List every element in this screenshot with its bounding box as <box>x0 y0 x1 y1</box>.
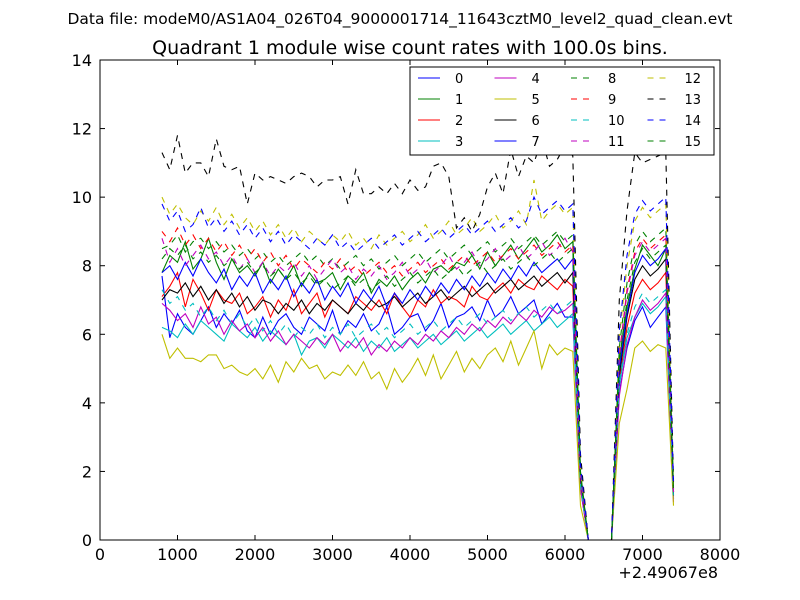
series-7-line <box>161 247 675 541</box>
legend-box <box>409 66 715 156</box>
x-tick-label: 0 <box>95 545 105 564</box>
legend-label-14: 14 <box>685 114 702 129</box>
chart-title: Quadrant 1 module wise count rates with … <box>152 37 668 59</box>
x-tick-label: 8000 <box>700 545 741 564</box>
legend-label-8: 8 <box>608 72 616 87</box>
y-tick-label: 6 <box>82 325 92 344</box>
legend-label-4: 4 <box>532 72 540 87</box>
legend-label-1: 1 <box>455 93 463 108</box>
legend-label-12: 12 <box>685 72 702 87</box>
x-tick-label: 6000 <box>545 545 586 564</box>
chart-suptitle: Data file: modeM0/AS1A04_026T04_90000017… <box>67 10 732 29</box>
series-10-line <box>161 288 675 541</box>
legend-label-6: 6 <box>532 114 540 129</box>
x-tick-label: 5000 <box>467 545 508 564</box>
series-4-line <box>161 291 675 541</box>
y-tick-label: 12 <box>72 120 92 139</box>
series-5-line <box>161 329 675 541</box>
y-tick-label: 10 <box>72 188 92 207</box>
legend-label-9: 9 <box>608 93 616 108</box>
series-1-line <box>161 233 675 541</box>
series-layer <box>161 135 675 541</box>
y-tick-label: 2 <box>82 462 92 481</box>
legend-label-3: 3 <box>455 135 463 150</box>
series-13-line <box>161 135 675 541</box>
y-tick-label: 14 <box>72 51 92 70</box>
legend-label-11: 11 <box>608 135 625 150</box>
legend-label-2: 2 <box>455 114 463 129</box>
x-tick-label: 7000 <box>622 545 663 564</box>
legend-label-15: 15 <box>685 135 702 150</box>
x-tick-label: 3000 <box>312 545 353 564</box>
series-3-line <box>161 295 675 541</box>
series-8-line <box>161 226 675 541</box>
series-15-line <box>161 243 675 541</box>
y-tick-label: 0 <box>82 531 92 550</box>
y-tick-label: 8 <box>82 257 92 276</box>
x-tick-label: 2000 <box>235 545 276 564</box>
x-axis-offset-label: +2.49067e8 <box>618 563 718 582</box>
series-14-line <box>161 195 675 541</box>
legend-label-7: 7 <box>532 135 540 150</box>
legend-label-0: 0 <box>455 72 463 87</box>
legend-label-5: 5 <box>532 93 540 108</box>
axis-ticks: 0 1000 2000 3000 4000 5000 6000 7000 80000246810… <box>72 51 741 564</box>
x-tick-label: 4000 <box>390 545 431 564</box>
legend-label-10: 10 <box>608 114 625 129</box>
y-tick-label: 4 <box>82 394 92 413</box>
legend-label-13: 13 <box>685 93 702 108</box>
x-tick-label: 1000 <box>157 545 198 564</box>
series-9-line <box>161 226 675 541</box>
